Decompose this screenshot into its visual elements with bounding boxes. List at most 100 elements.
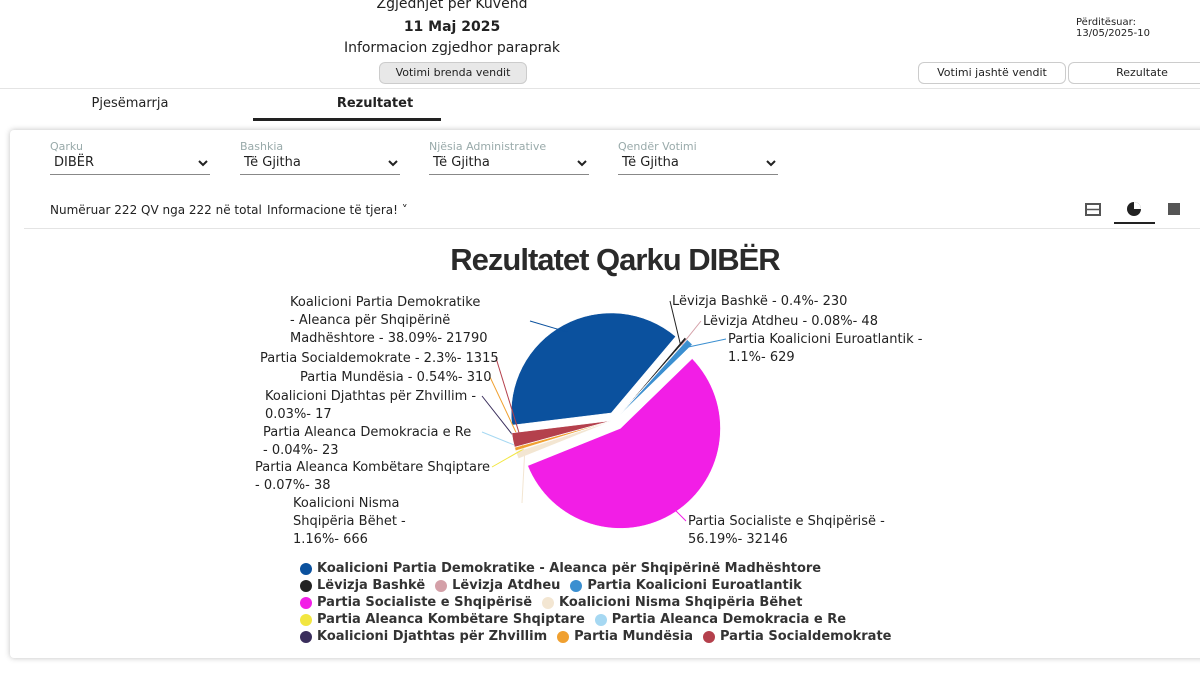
legend-item[interactable]: Partia Socialdemokrate xyxy=(703,628,891,645)
leader-line xyxy=(491,448,524,468)
label-line: Partia Aleanca Kombëtare Shqiptare xyxy=(255,460,490,475)
filter-select[interactable]: Të Gjitha xyxy=(618,153,778,175)
label-line: Partia Socialdemokrate - 2.3%- 1315 xyxy=(260,351,499,366)
pie-slice xyxy=(514,420,612,452)
slice-label: Lëvizja Bashkë - 0.4%- 230 xyxy=(672,294,847,309)
chevron xyxy=(198,160,208,167)
button[interactable]: Votimi brenda vendit xyxy=(379,62,527,84)
filter-select[interactable]: DIBËR xyxy=(50,153,210,175)
tab[interactable]: Pjesëmarrja xyxy=(91,96,169,111)
filter: Qarku DIBËR xyxy=(50,140,210,175)
label-line: Partia Socialiste e Shqipërisë - xyxy=(688,514,885,529)
bar-icon[interactable] xyxy=(1168,203,1180,215)
label-line: Koalicioni Partia Demokratike xyxy=(290,295,480,310)
filter-value: DIBËR xyxy=(54,155,95,170)
legend-swatch xyxy=(703,630,715,643)
filter: Qendër Votimi Të Gjitha xyxy=(618,140,778,175)
label-line: 56.19%- 32146 xyxy=(688,532,788,547)
label-line: Shqipëria Bëhet - xyxy=(293,514,406,529)
filter-label: Qendër Votimi xyxy=(618,140,697,153)
filter-value: Të Gjitha xyxy=(433,155,490,170)
label-line: Madhështore - 38.09%- 21790 xyxy=(290,331,488,346)
legend-label: Partia Socialiste e Shqipërisë xyxy=(317,595,533,610)
label-line: Koalicioni Djathtas për Zhvillim - xyxy=(265,389,476,404)
leader-line xyxy=(681,320,702,346)
icon-part xyxy=(1134,202,1141,209)
legend-swatch xyxy=(300,579,312,592)
updated: Përditësuar: 13/05/2025-10 xyxy=(1076,17,1150,39)
slice-label: Koalicioni Nisma Shqipëria Bëhet - 1.16%- … xyxy=(293,496,406,547)
legend-label: Koalicioni Nisma Shqipëria Bëhet xyxy=(559,595,803,610)
label-line: Lëvizja Bashkë - 0.4%- 230 xyxy=(672,294,847,309)
pie-slice xyxy=(620,339,693,415)
legend-item[interactable]: Partia Aleanca Kombëtare Shqiptare xyxy=(300,611,585,628)
legend-item[interactable]: Koalicioni Partia Demokratike - Aleanca … xyxy=(300,560,821,577)
legend-item[interactable]: Lëvizja Bashkë xyxy=(300,577,425,594)
legend-label: Partia Mundësia xyxy=(574,629,693,644)
filter-value: Të Gjitha xyxy=(244,155,301,170)
legend-swatch xyxy=(594,613,607,626)
label-line: Partia Koalicioni Euroatlantik - xyxy=(728,332,923,347)
label-line: - 0.07%- 38 xyxy=(255,478,331,493)
legend-item[interactable]: Koalicioni Djathtas për Zhvillim xyxy=(300,628,547,645)
leader-line xyxy=(684,338,727,349)
chevron xyxy=(388,160,398,167)
tab-underline xyxy=(253,118,441,121)
legend-swatch xyxy=(542,596,555,609)
leader-line xyxy=(495,357,522,439)
filter: Bashkia Të Gjitha xyxy=(240,140,400,175)
legend-item[interactable]: Lëvizja Atdheu xyxy=(435,577,560,594)
slice-label: Partia Socialiste e Shqipërisë - 56.19%- … xyxy=(688,514,885,547)
pie-slice xyxy=(511,420,612,448)
divider xyxy=(0,88,1200,89)
label-line: 1.16%- 666 xyxy=(293,532,368,547)
slice-label: Partia Aleanca Kombëtare Shqiptare - 0.07… xyxy=(255,460,490,493)
legend-item[interactable]: Partia Socialiste e Shqipërisë xyxy=(300,594,532,611)
chevron xyxy=(766,160,776,167)
slice-label: Lëvizja Atdheu - 0.08%- 48 xyxy=(703,314,878,329)
button[interactable]: Votimi jashtë vendit xyxy=(918,62,1066,84)
more-info-text[interactable]: Informacione të tjera! xyxy=(267,203,398,217)
slice-label: Koalicioni Partia Demokratike - Aleanca p… xyxy=(290,295,488,346)
filter-label: Qarku xyxy=(50,140,83,153)
label-line: Partia Aleanca Demokracia e Re xyxy=(263,425,471,440)
legend-label: Partia Socialdemokrate xyxy=(720,629,892,644)
slice-label: Partia Koalicioni Euroatlantik - 1.1%- 62… xyxy=(728,332,923,365)
more-info[interactable]: Informacione të tjera! ˅ xyxy=(267,203,408,217)
legend-label: Partia Koalicioni Euroatlantik xyxy=(587,578,802,593)
legend-swatch xyxy=(300,596,312,609)
label-line: Partia Mundësia - 0.54%- 310 xyxy=(300,370,492,385)
label-line: Koalicioni Nisma xyxy=(293,496,399,511)
label-line: 0.03%- 17 xyxy=(265,407,332,422)
button[interactable]: Rezultate xyxy=(1068,62,1200,84)
filter-select[interactable]: Të Gjitha xyxy=(429,153,589,175)
legend-item[interactable]: Partia Aleanca Demokracia e Re xyxy=(594,611,847,628)
legend-swatch xyxy=(300,630,312,643)
filter-label: Njësia Administrative xyxy=(429,140,547,153)
slice-label: Partia Socialdemokrate - 2.3%- 1315 xyxy=(260,351,499,366)
header-subtitle: Informacion zgjedhor paraprak xyxy=(343,40,561,56)
legend-label: Partia Aleanca Kombëtare Shqiptare xyxy=(317,612,585,627)
label-line: - Aleanca për Shqipërinë xyxy=(290,313,450,328)
chevron xyxy=(577,160,587,167)
leader-line xyxy=(670,505,687,522)
legend-label: Lëvizja Bashkë xyxy=(317,578,426,593)
header-line: Zgjedhjet për Kuvend xyxy=(376,0,528,12)
legend-label: Lëvizja Atdheu xyxy=(452,578,561,593)
legend-label: Partia Aleanca Demokracia e Re xyxy=(611,612,847,627)
legend-swatch xyxy=(300,613,312,626)
legend-item[interactable]: Partia Mundësia xyxy=(557,628,693,645)
tab-active[interactable]: Rezultatet xyxy=(336,96,414,111)
filter-label: Bashkia xyxy=(240,140,284,153)
pie-slice xyxy=(511,312,676,426)
legend-item[interactable]: Koalicioni Nisma Shqipëria Bëhet xyxy=(542,594,802,611)
leader-line xyxy=(669,300,681,345)
slice-label: Partia Mundësia - 0.54%- 310 xyxy=(300,370,492,385)
leader-line xyxy=(521,452,526,504)
slice-label: Koalicioni Djathtas për Zhvillim - 0.03%-… xyxy=(265,389,476,422)
filter-select[interactable]: Të Gjitha xyxy=(240,153,400,175)
filter: Njësia Administrative Të Gjitha xyxy=(429,140,589,175)
legend-label: Koalicioni Partia Demokratike - Aleanca … xyxy=(317,561,822,576)
legend-item[interactable]: Partia Koalicioni Euroatlantik xyxy=(570,577,802,594)
